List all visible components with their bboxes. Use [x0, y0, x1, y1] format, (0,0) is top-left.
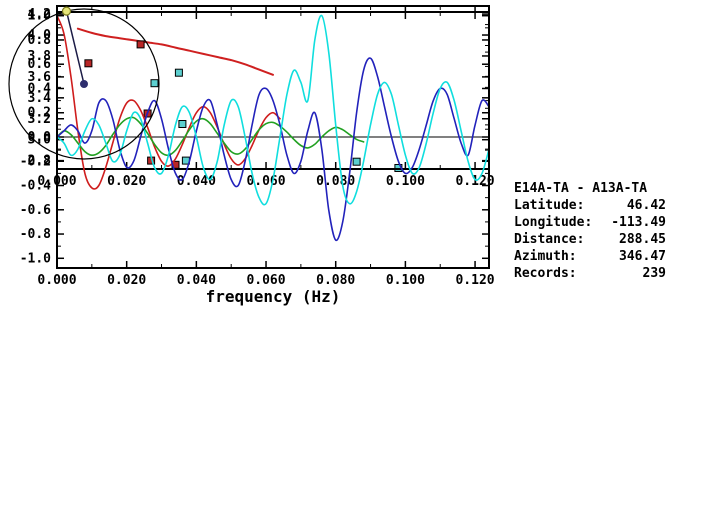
dispersion-ytick-label: 3.2	[28, 112, 51, 127]
records-label: Records:	[514, 266, 577, 281]
azimuth-value: 346.47	[619, 249, 666, 264]
trace-green-trace	[56, 116, 365, 157]
dispersion-ytick-label: 3.0	[28, 133, 52, 148]
correlation-xtick-label: 0.020	[107, 273, 146, 288]
station-info-panel: E14A-TA - A13A-TA Latitude: 46.42 Longit…	[514, 180, 666, 282]
correlation-xtick-label: 0.000	[37, 273, 76, 288]
correlation-frame	[56, 5, 490, 269]
correlation-ytick-label: -0.2	[20, 154, 51, 169]
correlation-ytick-label: 0.0	[28, 130, 52, 145]
station-pair-title: E14A-TA - A13A-TA	[514, 181, 648, 196]
dispersion-axes: 0.000 0.020 0.040 0.060 0.080 0.100 0.1202.83.…	[28, 7, 495, 189]
azimuth-circle	[8, 8, 160, 160]
info-row-distance: Distance: 288.45	[514, 231, 666, 248]
cyan-measurement-square	[178, 120, 187, 128]
cyan-measurement-square	[174, 68, 183, 77]
info-row-records: Records: 239	[514, 265, 666, 282]
dispersion-xtick-label: 0.060	[246, 174, 285, 189]
source-direction-marker	[61, 6, 72, 16]
correlation-ytick-label: 0.4	[28, 81, 52, 96]
correlation-ytick-label: -0.8	[20, 227, 51, 242]
cyan-measurement-square	[352, 157, 361, 166]
x-axis-title: frequency (Hz)	[206, 287, 341, 306]
correlation-ytick-label: -1.0	[20, 251, 51, 266]
model-dispersion-curve-trace	[76, 27, 274, 76]
trace-cyan-trace	[56, 14, 490, 206]
correlation-ytick-label: -0.6	[20, 203, 51, 218]
red-measurement-square	[136, 40, 145, 49]
trace-blue-trace	[56, 57, 490, 242]
station-center-marker	[80, 80, 88, 88]
waveform-plot: 0.000 0.020 0.040 0.060 0.080 0.100 0.120 -1.0 -…	[20, 5, 495, 306]
info-row-latitude: Latitude: 46.42	[514, 197, 666, 214]
longitude-value: -113.49	[611, 215, 666, 230]
correlation-ytick-label: 0.2	[28, 106, 51, 121]
dispersion-ytick-label: 3.8	[28, 49, 52, 64]
red-measurement-square	[84, 59, 93, 68]
cyan-measurement-square	[150, 79, 159, 88]
distance-value: 288.45	[619, 232, 666, 247]
azimuth-line	[65, 10, 85, 85]
correlation-ytick-label: 0.8	[28, 33, 52, 48]
azimuth-circle-plot	[8, 6, 160, 160]
dispersion-xtick-label: 0.040	[177, 174, 216, 189]
dispersion-xtick-label: 0.020	[107, 174, 146, 189]
correlation-xtick-label: 0.080	[316, 273, 355, 288]
correlation-ytick-label: 0.6	[28, 57, 52, 72]
dispersion-ytick-label: 3.4	[28, 91, 52, 106]
latitude-label: Latitude:	[514, 198, 585, 213]
dispersion-xtick-label: 0.100	[386, 174, 425, 189]
azimuth-label: Azimuth:	[514, 249, 577, 264]
info-row-longitude: Longitude: -113.49	[514, 214, 666, 231]
dispersion-ytick-label: 2.8	[28, 154, 52, 169]
distance-label: Distance:	[514, 232, 585, 247]
correlation-xtick-label: 0.120	[455, 273, 494, 288]
latitude-value: 46.42	[626, 198, 666, 213]
dispersion-ytick-label: 3.6	[28, 70, 52, 85]
dispersion-ytick-label: 4.2	[28, 7, 51, 22]
trace-red-trace	[56, 14, 281, 190]
correlation-xtick-label: 0.060	[246, 273, 285, 288]
correlation-xtick-label: 0.040	[177, 273, 216, 288]
records-value: 239	[642, 266, 666, 281]
correlation-xtick-label: 0.100	[386, 273, 425, 288]
dispersion-ytick-label: 4.0	[28, 28, 52, 43]
info-row-azimuth: Azimuth: 346.47	[514, 248, 666, 265]
longitude-label: Longitude:	[514, 215, 593, 230]
correlation-ytick-label: -0.4	[20, 179, 51, 194]
